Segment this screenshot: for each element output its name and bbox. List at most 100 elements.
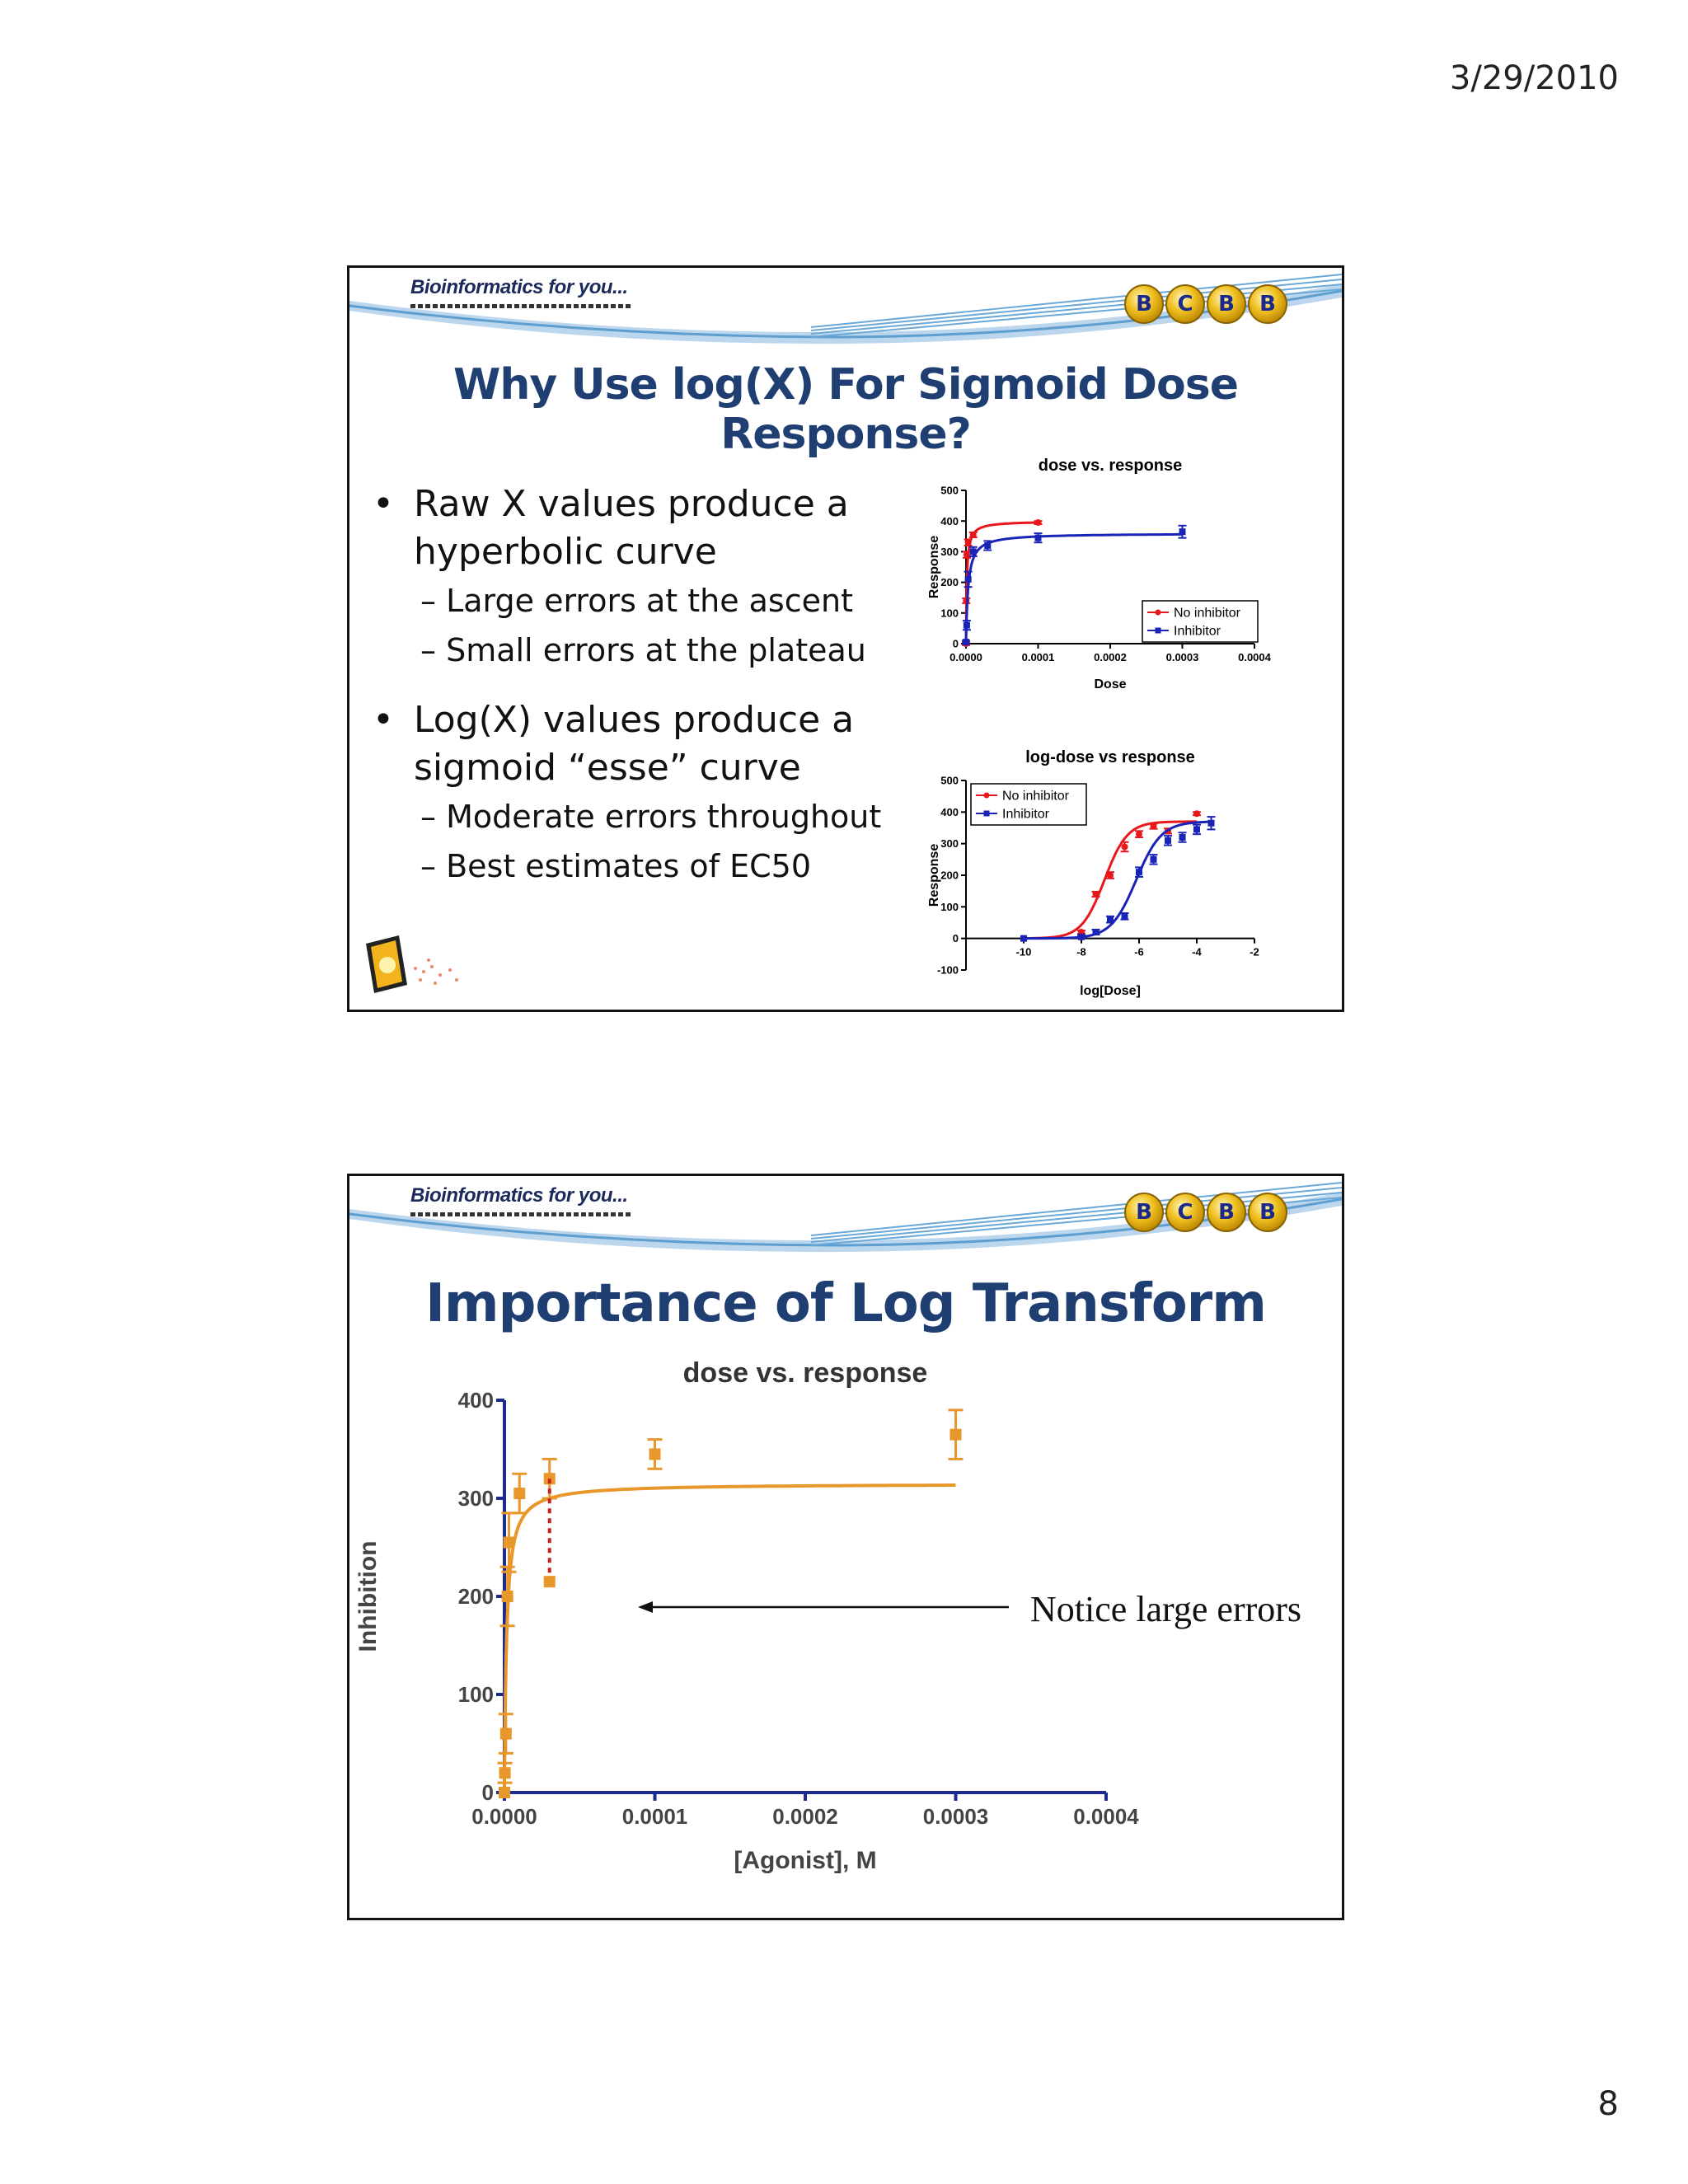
logo-letter: B xyxy=(1207,284,1246,324)
logo-letter: B xyxy=(1248,284,1287,324)
logo-letter: B xyxy=(1124,284,1164,324)
logo-letter: B xyxy=(1207,1193,1246,1232)
data-point xyxy=(964,539,972,546)
data-point xyxy=(1193,810,1200,818)
y-tick-label: 300 xyxy=(940,837,959,850)
x-tick-label: -6 xyxy=(1134,946,1144,958)
y-tick-label: -100 xyxy=(937,964,959,977)
bullet-line: Raw X values produce a xyxy=(414,483,849,525)
data-point xyxy=(501,1591,513,1602)
data-point xyxy=(950,1428,962,1441)
data-point xyxy=(499,1767,511,1779)
data-point xyxy=(1107,916,1114,923)
log-dose-response-chart: log-dose vs response -100 0 100 200 300 400 500… xyxy=(927,748,1259,998)
x-axis-label: log[Dose] xyxy=(1080,984,1141,998)
legend-label: No inhibitor xyxy=(1002,790,1070,804)
x-tick-label: 0.0004 xyxy=(1238,651,1272,663)
data-point xyxy=(963,551,970,559)
x-tick-label: -2 xyxy=(1250,946,1259,958)
data-point xyxy=(963,621,970,629)
bullet-dot-icon: • xyxy=(373,699,394,741)
chart-title: dose vs. response xyxy=(683,1357,928,1389)
y-tick-label: 200 xyxy=(940,869,959,882)
y-tick-label: 200 xyxy=(940,576,959,588)
page-number: 8 xyxy=(1597,2085,1619,2123)
brand-subline xyxy=(410,304,633,308)
data-point xyxy=(1207,819,1215,827)
data-point xyxy=(984,541,992,549)
data-point xyxy=(1136,831,1142,838)
x-tick-label: -4 xyxy=(1192,946,1202,958)
legend-marker xyxy=(1155,609,1161,616)
x-tick-label: 0.0000 xyxy=(950,651,982,663)
data-point xyxy=(543,1473,556,1485)
y-tick-label: 300 xyxy=(940,546,959,558)
data-point xyxy=(1150,855,1157,863)
data-point xyxy=(1179,834,1186,841)
series-line xyxy=(964,532,1183,644)
logo-letter: B xyxy=(1248,1193,1287,1232)
y-tick-label: 100 xyxy=(458,1682,494,1707)
legend-box xyxy=(1142,600,1259,643)
x-tick-label: -8 xyxy=(1076,946,1086,958)
data-point xyxy=(1165,837,1171,844)
x-tick-label: 0.0002 xyxy=(1094,651,1127,663)
data-point xyxy=(1078,933,1085,940)
y-tick-label: 0 xyxy=(953,638,959,650)
bcbb-logo: B C B B xyxy=(1124,284,1287,324)
bullet-item: • Raw X values produce a hyperbolic curve xyxy=(371,480,898,576)
x-axis-label: [Agonist], M xyxy=(734,1847,876,1874)
page-date: 3/29/2010 xyxy=(1449,59,1619,97)
x-axis-label: Dose xyxy=(1094,677,1126,691)
chart-legend: No inhibitor Inhibitor xyxy=(1142,600,1259,643)
series-line xyxy=(503,1483,956,1793)
bullet-line: sigmoid “esse” curve xyxy=(414,747,801,789)
y-tick-label: 400 xyxy=(458,1388,494,1413)
x-tick-label: 0.0003 xyxy=(1166,651,1199,663)
legend-marker xyxy=(983,810,990,817)
x-tick-label: 0.0004 xyxy=(1073,1804,1139,1829)
y-tick-label: 300 xyxy=(458,1486,494,1511)
y-tick-label: 0 xyxy=(482,1780,494,1805)
logo-letter: C xyxy=(1165,1193,1205,1232)
y-axis-label: Inhibition xyxy=(354,1541,382,1652)
x-tick-label: 0.0003 xyxy=(923,1804,989,1829)
x-tick-label: 0.0002 xyxy=(772,1804,838,1829)
sub-bullet: – Best estimates of EC50 xyxy=(420,848,811,884)
data-point xyxy=(1121,843,1128,851)
data-point xyxy=(969,548,977,555)
brand-tagline: Bioinformatics for you... xyxy=(410,276,628,298)
x-tick-label: 0.0000 xyxy=(471,1804,537,1829)
y-tick-label: 400 xyxy=(940,806,959,818)
data-point xyxy=(964,575,972,583)
arrow-head-icon xyxy=(638,1601,653,1613)
agonist-dose-response-chart: dose vs. response 0 100 200 300 400 0.0000 0.00… xyxy=(354,1357,1139,1874)
brand-subline xyxy=(410,1212,633,1216)
slide-2: Bioinformatics for you... B C B B Import… xyxy=(347,1174,1344,1920)
sub-bullet: – Moderate errors throughout xyxy=(420,799,882,835)
data-point xyxy=(1107,872,1114,879)
y-tick-label: 100 xyxy=(940,901,959,913)
y-tick-label: 500 xyxy=(940,775,959,787)
data-point xyxy=(1150,823,1157,830)
y-tick-label: 0 xyxy=(953,932,959,944)
bullet-line: hyperbolic curve xyxy=(414,531,717,573)
bullet-dot-icon: • xyxy=(373,483,394,525)
data-point xyxy=(1034,534,1042,541)
x-tick-label: 0.0001 xyxy=(622,1804,688,1829)
sub-bullet: – Small errors at the plateau xyxy=(420,632,866,668)
bullet-item: • Log(X) values produce a sigmoid “esse” c… xyxy=(371,696,898,792)
data-point xyxy=(513,1488,526,1500)
computer-clipart-icon xyxy=(366,935,458,993)
chart-legend: No inhibitor Inhibitor xyxy=(970,783,1087,826)
data-point xyxy=(1092,929,1100,935)
legend-label: No inhibitor xyxy=(1174,607,1241,621)
data-point xyxy=(1136,869,1142,876)
data-point xyxy=(649,1448,661,1460)
notice-annotation: Notice large errors xyxy=(1030,1589,1302,1629)
slide-1: Bioinformatics for you... B C B B Why Us… xyxy=(347,265,1344,1012)
data-point xyxy=(1092,891,1100,898)
data-point xyxy=(1121,912,1128,920)
legend-label: Inhibitor xyxy=(1002,808,1050,822)
slide-title: Importance of Log Transform xyxy=(425,1273,1267,1334)
